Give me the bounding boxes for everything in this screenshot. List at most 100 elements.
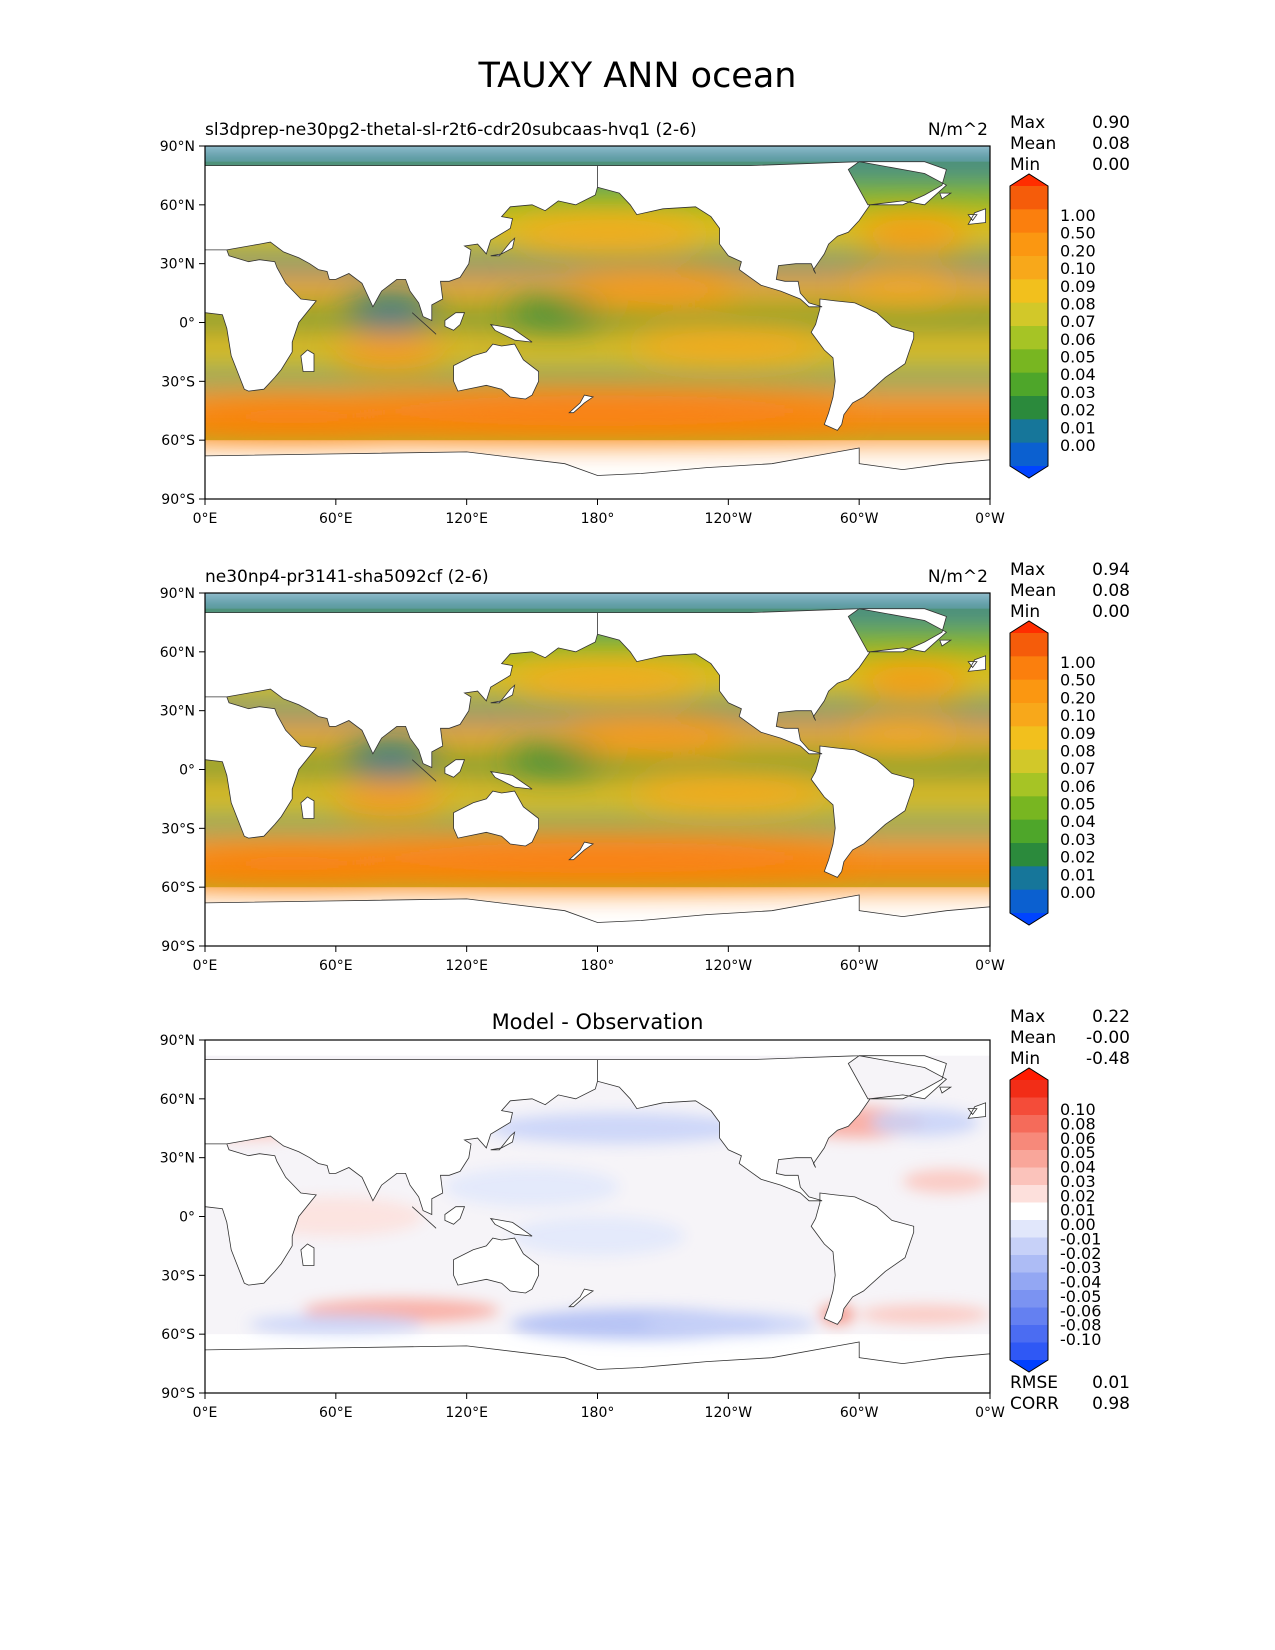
- colorbar-tick-label: 0.07: [1060, 759, 1096, 778]
- lat-tick-label: 0°: [179, 316, 195, 332]
- colorbar-bin: [1010, 396, 1048, 420]
- colorbar-tick-label: 0.50: [1060, 224, 1096, 243]
- colorbar-extend-top: [1010, 621, 1048, 633]
- colorbar-bin: [1010, 302, 1048, 327]
- lon-tick-label: 120°W: [705, 1405, 753, 1421]
- stat-label: Max: [1010, 1007, 1045, 1027]
- field-blob: [859, 218, 969, 250]
- colorbar-tick-label: 0.01: [1060, 418, 1096, 437]
- lat-tick-label: 60°N: [160, 198, 195, 214]
- colorbar-tick-label: 0.10: [1060, 1100, 1096, 1119]
- stat-value: 0.22: [1092, 1007, 1130, 1027]
- colorbar-bin: [1010, 726, 1048, 751]
- lon-tick-label: 180°: [581, 1405, 615, 1421]
- colorbar-tick-label: 1.00: [1060, 206, 1096, 225]
- stat-label: Min: [1010, 602, 1040, 622]
- colorbar-tick-label: 0.10: [1060, 706, 1096, 725]
- colorbar-outline: [1009, 173, 1049, 479]
- field-blob: [859, 665, 969, 697]
- field-blob: [335, 783, 445, 815]
- colorbar-extend-top: [1010, 1068, 1048, 1080]
- colorbar-tick-label: 0.01: [1060, 865, 1096, 884]
- lon-tick-label: 120°W: [705, 511, 753, 527]
- stat-label: Max: [1010, 560, 1045, 580]
- colorbar-tick-label: -0.03: [1060, 1258, 1101, 1277]
- map-field: [205, 1055, 990, 1393]
- figure-title: TAUXY ANN ocean: [478, 56, 797, 96]
- colorbar-tick-label: 0.05: [1060, 1143, 1096, 1162]
- colorbar-tick-label: -0.01: [1060, 1229, 1101, 1248]
- lon-tick-label: 60°W: [840, 958, 879, 974]
- colorbar-tick-label: -0.08: [1060, 1316, 1101, 1335]
- colorbar-bin: [1010, 819, 1048, 844]
- colorbar-bin: [1010, 419, 1048, 444]
- diff-blob: [641, 1312, 816, 1337]
- colorbar-tick-label: 0.20: [1060, 241, 1096, 260]
- map-panel-reference: 90°N 60°N 30°N 0° 30°S 60°S 90°S 0°E 60°E 120°E 18…: [160, 560, 1130, 974]
- colorbar-bin: [1010, 349, 1048, 374]
- field-blob: [630, 777, 827, 809]
- colorbar-bin: [1010, 889, 1048, 914]
- lat-tick-label: 60°S: [161, 1327, 195, 1343]
- colorbar-bin: [1010, 1115, 1048, 1134]
- field-blob: [848, 722, 958, 746]
- colorbar-bin: [1010, 656, 1048, 681]
- colorbar-tick-label: 0.06: [1060, 1129, 1096, 1148]
- colorbar-tick-label: 0.50: [1060, 671, 1096, 690]
- lon-tick-label: 180°: [581, 511, 615, 527]
- lat-tick-label: 0°: [179, 1210, 195, 1226]
- zonal-band: [205, 706, 990, 721]
- lat-tick-label: 30°N: [160, 1151, 195, 1167]
- diff-blob: [902, 1169, 990, 1193]
- colorbar-bin: [1010, 1272, 1048, 1291]
- zonal-band: [205, 377, 990, 388]
- panel-units: N/m^2: [928, 120, 988, 140]
- colorbar-tick-label: -0.10: [1060, 1330, 1101, 1349]
- panel-title: ne30np4-pr3141-sha5092cf (2-6): [205, 567, 489, 587]
- lat-tick-label: 0°: [179, 763, 195, 779]
- lat-tick-label: 30°S: [161, 821, 195, 837]
- colorbar-bin: [1010, 1237, 1048, 1256]
- stat-label: Max: [1010, 113, 1045, 133]
- colorbar-bin: [1010, 633, 1048, 657]
- colorbar-bin: [1010, 1325, 1048, 1344]
- stat-value: 0.01: [1092, 1373, 1130, 1393]
- stat-label: RMSE: [1010, 1373, 1058, 1393]
- land-coastlines: [205, 161, 990, 499]
- colorbar-tick-label: 0.02: [1060, 401, 1096, 420]
- colorbar-bin: [1010, 749, 1048, 774]
- colorbar-bin: [1010, 1185, 1048, 1204]
- colorbar-bin: [1010, 796, 1048, 821]
- colorbar-bin: [1010, 1220, 1048, 1239]
- lat-tick-label: 90°N: [160, 139, 195, 155]
- colorbar-extend-bottom: [1010, 466, 1048, 478]
- diff-blob: [488, 1112, 751, 1144]
- colorbar-bin: [1010, 1167, 1048, 1186]
- colorbar-bin: [1010, 1290, 1048, 1309]
- colorbar-tick-label: 0.00: [1060, 1215, 1096, 1234]
- lat-tick-label: 90°N: [160, 586, 195, 602]
- colorbar-bin: [1010, 679, 1048, 704]
- zonal-band: [205, 387, 990, 401]
- colorbar-bin: [1010, 1255, 1048, 1274]
- map-field: [205, 593, 990, 946]
- diff-blob: [510, 1216, 685, 1256]
- colorbar-bin: [1010, 866, 1048, 891]
- colorbar-bin: [1010, 209, 1048, 234]
- lat-tick-label: 60°N: [160, 1092, 195, 1108]
- lat-tick-label: 90°N: [160, 1033, 195, 1049]
- colorbar-tick-label: 0.05: [1060, 795, 1096, 814]
- lat-tick-label: 30°N: [160, 704, 195, 720]
- colorbar-bin: [1010, 703, 1048, 727]
- colorbar-bin: [1010, 186, 1048, 210]
- lon-tick-label: 0°E: [193, 511, 218, 527]
- colorbar-tick-label: 0.08: [1060, 741, 1096, 760]
- field-blobs: [205, 665, 969, 876]
- field-blob: [848, 275, 958, 299]
- lon-tick-label: 60°W: [840, 511, 879, 527]
- colorbar-tick-label: 0.08: [1060, 1114, 1096, 1133]
- colorbar-tick-label: -0.02: [1060, 1244, 1101, 1263]
- field-blob: [505, 747, 602, 772]
- colorbar-bin: [1010, 1132, 1048, 1151]
- colorbar-bin: [1010, 843, 1048, 867]
